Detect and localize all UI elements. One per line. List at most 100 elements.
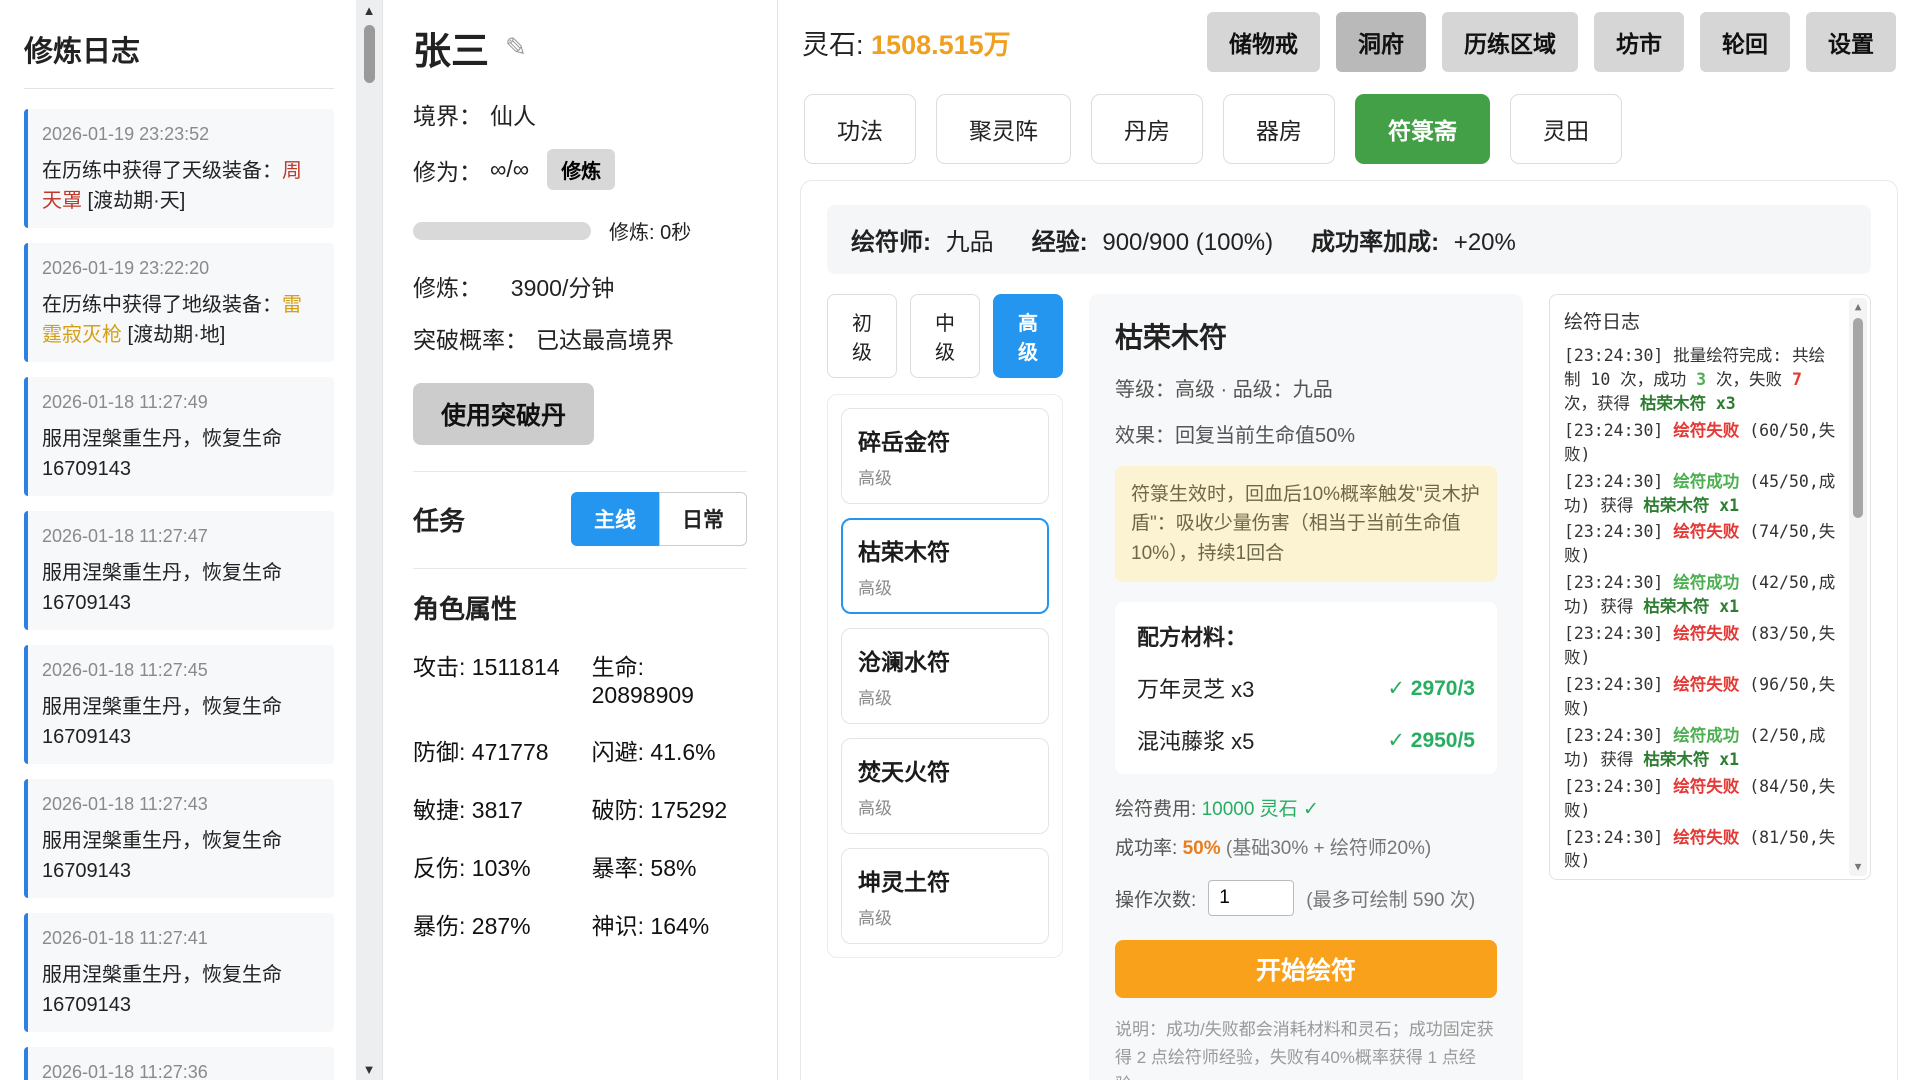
fulu-log-entry: [23:24:30] 绘符失败 (84/50,失败): [1564, 775, 1840, 823]
top-nav-button[interactable]: 历练区域: [1442, 12, 1578, 72]
sidebar-scrollbar-thumb[interactable]: [363, 25, 375, 83]
lingshi-label: 灵石:: [802, 29, 864, 60]
fulu-log-scrollbar-thumb[interactable]: [1853, 318, 1863, 519]
scroll-up-icon[interactable]: ▲: [1854, 300, 1862, 313]
text-segment: 绘符失败: [1673, 674, 1740, 694]
recipe-list: 万年灵芝 x3 ✓ 2970/3 混沌藤浆 x5 ✓ 2950/5: [1137, 672, 1475, 756]
text-segment: [23:24:30]: [1564, 674, 1674, 694]
attribute-item: 暴伤: 287%: [413, 913, 531, 939]
text-segment: 枯荣木符 x1: [1643, 495, 1740, 515]
scroll-down-icon[interactable]: ▼: [1854, 859, 1862, 873]
text-segment: 服用涅槃重生丹，恢复生命 16709143: [42, 562, 282, 614]
fulu-log-entry: [23:24:30] 批量绘符完成: 共绘制 10 次，成功 3 次，失败 7 …: [1564, 344, 1840, 416]
facility-tab[interactable]: 灵田: [1510, 94, 1622, 164]
attribute-item: 反伤: 103%: [413, 855, 531, 881]
level-tab[interactable]: 初级: [827, 294, 897, 378]
rate-value: 3900/分钟: [510, 275, 615, 301]
text-segment: [23:24:30]: [1564, 420, 1674, 440]
scroll-down-icon[interactable]: ▼: [362, 1062, 376, 1077]
recipe-material-have: ✓ 2970/3: [1387, 676, 1475, 700]
attributes-grid: 攻击: 1511814 生命: 20898909 防御: 471778 闪避: 41.…: [413, 648, 747, 941]
recipe-row: 混沌藤浆 x5 ✓ 2950/5: [1137, 724, 1475, 756]
artist-info-label: 成功率加成:: [1311, 229, 1440, 256]
level-tab[interactable]: 高级: [993, 294, 1063, 378]
text-segment: 绘符失败: [1673, 522, 1740, 542]
top-nav-button[interactable]: 轮回: [1700, 12, 1790, 72]
text-segment: (2/50,成功) 获得: [1564, 725, 1826, 769]
use-breakthrough-pill-button[interactable]: 使用突破丹: [413, 383, 595, 445]
facility-tab[interactable]: 器房: [1223, 94, 1335, 164]
tasks-title: 任务: [413, 505, 466, 536]
text-segment: 在历练中获得了地级装备：: [42, 294, 282, 316]
text-segment: 绘符失败: [1673, 624, 1740, 644]
artist-info-item: 绘符师: 九品: [851, 229, 994, 256]
edit-name-icon[interactable]: ✎: [505, 32, 527, 62]
text-segment: [23:24:30]: [1564, 522, 1674, 542]
task-tabs: 主线 日常: [571, 492, 747, 546]
text-segment: 次，获得: [1564, 393, 1640, 413]
talisman-card[interactable]: 沧澜水符 高级: [841, 628, 1049, 724]
facility-tab[interactable]: 功法: [804, 94, 916, 164]
text-segment: 次，失败: [1706, 369, 1792, 389]
text-segment: 绘符成功: [1673, 573, 1740, 593]
task-tab[interactable]: 日常: [659, 492, 747, 546]
sidebar-scrollbar[interactable]: ▲ ▼: [356, 0, 382, 1080]
top-nav-button[interactable]: 设置: [1806, 12, 1896, 72]
attribute-item: 神识: 164%: [591, 913, 710, 939]
log-entry: 2026-01-18 11:27:49 服用涅槃重生丹，恢复生命 16709143: [24, 377, 334, 496]
text-segment: 绘符成功: [1673, 725, 1740, 745]
cultivation-rate-row: 修炼： 3900/分钟: [413, 269, 747, 303]
fulu-log-entry: [23:24:30] 绘符成功 (2/50,成功) 获得 枯荣木符 x1: [1564, 724, 1840, 772]
fulu-log-entry: [23:24:30] 绘符失败 (96/50,失败): [1564, 673, 1840, 721]
artist-info-item: 成功率加成: +20%: [1311, 229, 1516, 256]
facility-tab[interactable]: 聚灵阵: [936, 94, 1071, 164]
text-segment: 服用涅槃重生丹，恢复生命 16709143: [42, 428, 282, 480]
artist-info-bar: 绘符师: 九品 经验: 900/900 (100%) 成功率加成: +20%: [827, 205, 1871, 274]
attribute-item: 攻击: 1511814: [413, 654, 560, 680]
text-segment: [渡劫期·地]: [122, 324, 226, 346]
scroll-up-icon[interactable]: ▲: [362, 3, 376, 18]
text-segment: 雷霆寂灭枪: [42, 294, 302, 346]
fulu-log-entry: [23:24:30] 绘符失败 (83/50,失败): [1564, 622, 1840, 670]
top-nav-button[interactable]: 洞府: [1336, 12, 1426, 72]
text-segment: [23:24:30]: [1564, 573, 1674, 593]
text-segment: 服用涅槃重生丹，恢复生命 16709143: [42, 830, 282, 882]
log-entry-time: 2026-01-18 11:27:49: [42, 392, 208, 412]
fulu-log-entry: [23:24:30] 绘符成功 (42/50,成功) 获得 枯荣木符 x1: [1564, 571, 1840, 619]
cultivation-log-list: 2026-01-19 23:23:52 在历练中获得了天级装备：周天罩 [渡劫期·…: [24, 109, 334, 1080]
talisman-card[interactable]: 坤灵土符 高级: [841, 848, 1049, 944]
fulu-log-scrollbar[interactable]: ▲ ▼: [1849, 298, 1867, 876]
text-segment: (83/50,失败): [1564, 624, 1836, 668]
cultivate-button[interactable]: 修炼: [547, 149, 616, 190]
talisman-card[interactable]: 碎岳金符 高级: [841, 408, 1049, 504]
talisman-level: 高级: [858, 909, 892, 928]
breakthrough-row: 突破概率： 已达最高境界: [413, 321, 747, 355]
log-entry-time: 2026-01-19 23:22:20: [42, 258, 210, 278]
facility-tab[interactable]: 符箓斋: [1355, 94, 1490, 164]
top-nav-button[interactable]: 储物戒: [1207, 12, 1320, 72]
facility-tab[interactable]: 丹房: [1091, 94, 1203, 164]
cultivation-progress-row: 修炼: 0秒: [413, 216, 747, 245]
top-nav-button[interactable]: 坊市: [1594, 12, 1684, 72]
recipe-material-name: 万年灵芝 x3: [1137, 677, 1255, 703]
talisman-level: 高级: [858, 469, 892, 488]
start-drawing-button[interactable]: 开始绘符: [1115, 940, 1497, 999]
talisman-level: 高级: [858, 799, 892, 818]
level-tab[interactable]: 中级: [910, 294, 980, 378]
artist-info-label: 绘符师:: [851, 229, 931, 256]
task-tab[interactable]: 主线: [571, 492, 659, 546]
cultivation-log-title: 修炼日志: [24, 28, 334, 89]
realm-row: 境界： 仙人: [413, 97, 747, 131]
log-entry-time: 2026-01-18 11:27:41: [42, 928, 208, 948]
talisman-card[interactable]: 焚天火符 高级: [841, 738, 1049, 834]
fulu-content: 初级 中级 高级 碎岳金符 高级 枯荣木符 高级 沧澜水符 高级 焚天火符 高级 坤灵土符 高级 枯荣…: [827, 294, 1871, 1080]
count-input[interactable]: [1208, 880, 1295, 917]
log-entry: 2026-01-18 11:27:45 服用涅槃重生丹，恢复生命 16709143: [24, 645, 334, 764]
log-entry: 2026-01-19 23:22:20 在历练中获得了地级装备：雷霆寂灭枪 [渡劫…: [24, 243, 334, 362]
talisman-card[interactable]: 枯荣木符 高级: [841, 518, 1049, 614]
cost-value: 10000 灵石: [1201, 799, 1298, 821]
text-segment: 3: [1696, 369, 1707, 389]
text-segment: [渡劫期·天]: [82, 190, 186, 212]
text-segment: 绘符成功: [1673, 471, 1740, 491]
